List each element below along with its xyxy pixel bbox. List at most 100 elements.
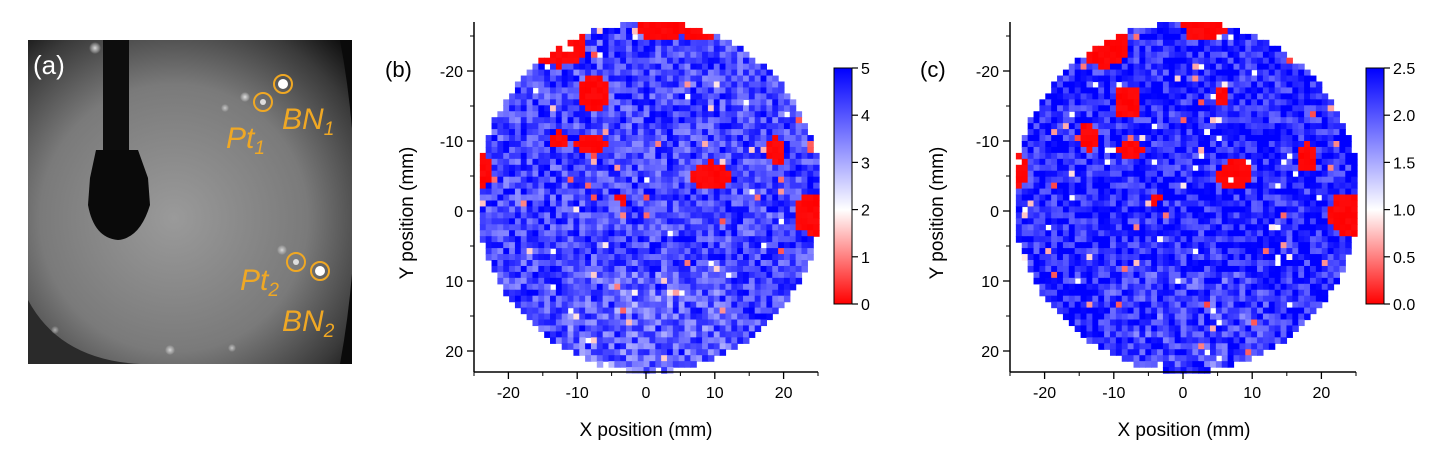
heatmap-cell [1239, 69, 1246, 77]
heatmap-cell [772, 146, 779, 154]
heatmap-cell [637, 319, 645, 327]
heatmap-cell [1180, 254, 1188, 261]
heatmap-cell [1339, 224, 1346, 231]
heatmap-cell [719, 93, 727, 100]
heatmap-cell [655, 81, 662, 89]
heatmap-cell [643, 105, 651, 112]
heatmap-cell [1080, 87, 1088, 94]
heatmap-cell [590, 152, 598, 160]
heatmap-cell [696, 45, 703, 53]
heatmap-cell [807, 188, 814, 196]
heatmap-cell [813, 200, 820, 208]
heatmap-cell [509, 283, 516, 291]
heatmap-cell [1280, 135, 1288, 142]
heatmap-cell [1327, 254, 1335, 261]
heatmap-cell [1062, 283, 1070, 291]
heatmap-cell [550, 51, 557, 59]
heatmap-cell [1027, 158, 1035, 166]
heatmap-cell [1198, 105, 1205, 112]
heatmap-cell [725, 170, 732, 178]
heatmap-cell [760, 63, 767, 71]
heatmap-cell [1268, 212, 1276, 219]
heatmap-cell [1051, 271, 1058, 279]
heatmap-cell [1133, 87, 1140, 94]
heatmap-cell [766, 307, 773, 315]
heatmap-cell [585, 355, 592, 362]
heatmap-cell [520, 105, 528, 112]
heatmap-cell [707, 230, 715, 237]
heatmap-cell [1180, 206, 1188, 213]
heatmap-cell [497, 182, 504, 190]
heatmap-cell [1021, 242, 1029, 249]
heatmap-cell [538, 277, 545, 285]
heatmap-cell [696, 194, 703, 202]
heatmap-cell [1245, 194, 1252, 202]
heatmap-cell [1080, 146, 1088, 154]
heatmap-cell [532, 224, 539, 231]
heatmap-cell [561, 230, 569, 237]
heatmap-cell [590, 176, 598, 184]
heatmap-cell [1157, 283, 1164, 291]
heatmap-cell [690, 289, 697, 297]
heatmap-cell [526, 212, 534, 219]
heatmap-cell [579, 39, 586, 47]
heatmap-cell [731, 289, 738, 297]
heatmap-cell [1345, 188, 1352, 196]
heatmap-cell [702, 248, 709, 255]
heatmap-cell [631, 224, 639, 231]
heatmap-cell [1192, 63, 1199, 71]
heatmap-cell [1286, 277, 1293, 285]
heatmap-cell [1057, 164, 1064, 172]
heatmap-cell [620, 57, 627, 65]
heatmap-cell [585, 289, 592, 297]
heatmap-cell [748, 271, 756, 279]
heatmap-cell [596, 349, 604, 356]
heatmap-cell [1315, 81, 1323, 89]
heatmap-cell [573, 289, 580, 297]
heatmap-cell [1192, 45, 1199, 53]
heatmap-cell [1321, 152, 1329, 160]
heatmap-cell [1286, 182, 1293, 190]
heatmap-cell [602, 230, 610, 237]
heatmap-cell [1168, 158, 1176, 166]
heatmap-cell [1145, 188, 1152, 196]
heatmap-cell [550, 265, 557, 273]
heatmap-cell [737, 224, 744, 231]
heatmap-cell [1039, 200, 1046, 208]
heatmap-cell [602, 218, 610, 225]
heatmap-cell [1080, 111, 1088, 118]
heatmap-cell [1198, 248, 1205, 255]
heatmap-cell [702, 313, 709, 321]
heatmap-cell [637, 146, 645, 154]
heatmap-cell [579, 129, 586, 136]
heatmap-cell [1133, 265, 1140, 273]
heatmap-cell [1074, 146, 1082, 154]
heatmap-cell [1104, 176, 1111, 184]
heatmap-cell [596, 283, 604, 291]
heatmap-cell [1168, 152, 1176, 160]
heatmap-cell [707, 355, 715, 362]
heatmap-cell [1068, 188, 1076, 196]
heatmap-cell [1333, 111, 1340, 118]
heatmap-cell [573, 212, 580, 219]
heatmap-cell [590, 355, 598, 362]
heatmap-cell [725, 200, 732, 208]
heatmap-cell [760, 319, 767, 327]
heatmap-cell [1298, 75, 1305, 83]
heatmap-cell [1298, 200, 1305, 208]
heatmap-cell [1074, 218, 1082, 225]
heatmap-cell [1209, 182, 1217, 190]
heatmap-cell [655, 170, 662, 178]
heatmap-cell [760, 105, 767, 112]
heatmap-cell [555, 135, 563, 142]
heatmap-cell [1092, 224, 1099, 231]
heatmap-cell [1057, 277, 1064, 285]
heatmap-cell [1309, 87, 1317, 94]
heatmap-cell [1151, 105, 1158, 112]
heatmap-cell [608, 188, 615, 196]
heatmap-cell [550, 87, 557, 94]
heatmap-cell [754, 194, 762, 202]
heatmap-cell [602, 265, 610, 273]
heatmap-cell [655, 361, 662, 368]
heatmap-cell [1298, 129, 1305, 136]
